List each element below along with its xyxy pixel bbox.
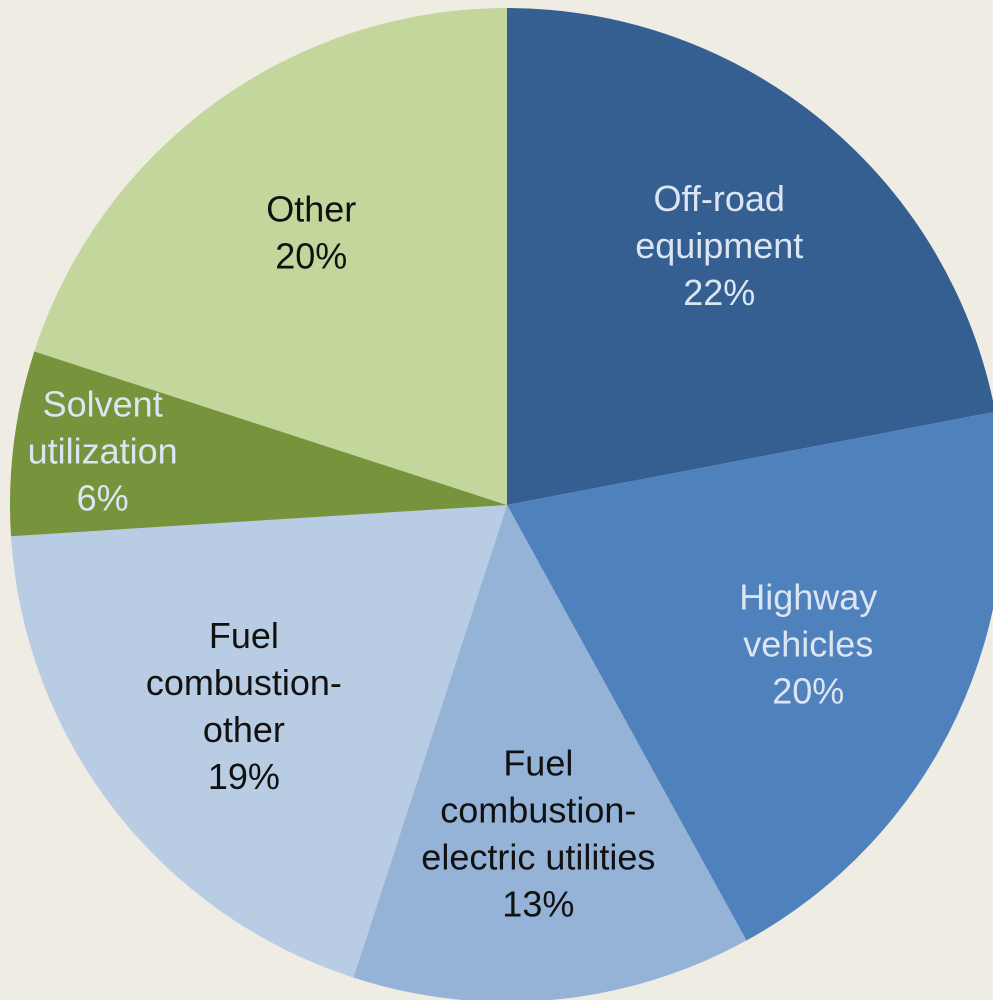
category-label: equipment: [635, 225, 803, 266]
category-label: vehicles: [743, 623, 873, 664]
slice-label: Fuel combustion-electric utilities 13%: [421, 743, 655, 925]
category-label: combustion-: [146, 662, 342, 703]
value-label: 20%: [772, 670, 844, 711]
slice-label: Other 20%: [266, 189, 356, 277]
category-label: Fuel: [209, 615, 279, 656]
category-label: utilization: [28, 430, 178, 471]
pie-slice: [10, 351, 508, 537]
category-label: other: [203, 709, 285, 750]
value-label: 13%: [502, 884, 574, 925]
pie-slice: [353, 505, 747, 1000]
category-label: Highway: [739, 576, 877, 617]
category-label: Other: [266, 189, 356, 230]
pie-slice: [507, 8, 993, 505]
value-label: 22%: [683, 272, 755, 313]
category-label: combustion-: [440, 790, 636, 831]
pie-slice: [10, 505, 508, 978]
pie-slice: [507, 412, 993, 941]
category-label: Solvent: [43, 383, 163, 424]
value-label: 19%: [208, 756, 280, 797]
slice-label: Off-road equipment 22%: [635, 178, 803, 313]
value-label: 6%: [77, 477, 129, 518]
category-label: Off-road: [654, 178, 785, 219]
slice-label: Solvent utilization 6%: [28, 383, 178, 518]
category-label: Fuel: [503, 743, 573, 784]
category-label: electric utilities: [421, 837, 655, 878]
value-label: 20%: [275, 236, 347, 277]
slice-label: Fuel combustion-other 19%: [146, 615, 342, 797]
slice-label: Highway vehicles 20%: [739, 576, 877, 711]
pie-slice: [34, 8, 507, 505]
